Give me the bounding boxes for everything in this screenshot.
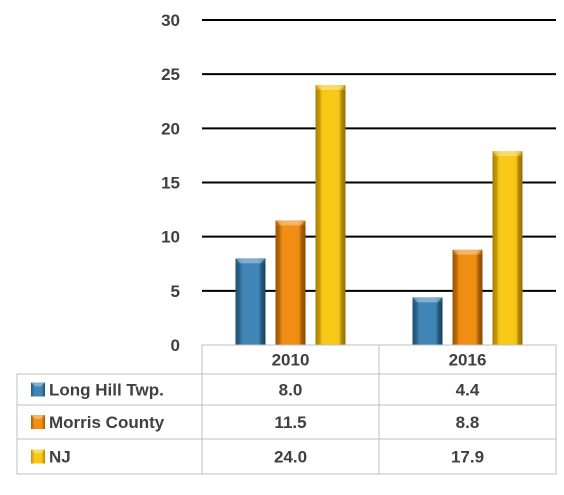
x-category-label: 2010 bbox=[272, 351, 310, 370]
x-category-label: 2016 bbox=[449, 351, 487, 370]
data-label: 24.0 bbox=[274, 448, 307, 467]
y-tick-label: 0 bbox=[171, 336, 180, 355]
legend-label: NJ bbox=[49, 448, 71, 467]
y-tick-label: 15 bbox=[161, 174, 180, 193]
y-tick-label: 25 bbox=[161, 65, 180, 84]
bar bbox=[275, 220, 306, 345]
data-label: 8.0 bbox=[279, 381, 303, 400]
legend-label: Long Hill Twp. bbox=[49, 381, 164, 400]
data-label: 11.5 bbox=[274, 413, 306, 432]
legend-label: Morris County bbox=[49, 413, 165, 432]
data-label: 17.9 bbox=[451, 448, 484, 467]
legend-key bbox=[31, 449, 45, 464]
y-tick-label: 30 bbox=[161, 11, 180, 30]
data-label: 4.4 bbox=[456, 381, 480, 400]
legend-key bbox=[31, 415, 45, 429]
y-tick-label: 5 bbox=[171, 282, 180, 301]
bar bbox=[235, 258, 266, 345]
table-cell bbox=[378, 438, 557, 475]
data-label: 8.8 bbox=[456, 413, 480, 432]
bar bbox=[452, 249, 483, 345]
y-tick-label: 20 bbox=[161, 119, 180, 138]
bar bbox=[492, 151, 523, 345]
legend-key bbox=[31, 382, 45, 397]
bar bbox=[412, 297, 443, 345]
bar bbox=[315, 85, 346, 345]
y-tick-label: 10 bbox=[161, 228, 180, 247]
